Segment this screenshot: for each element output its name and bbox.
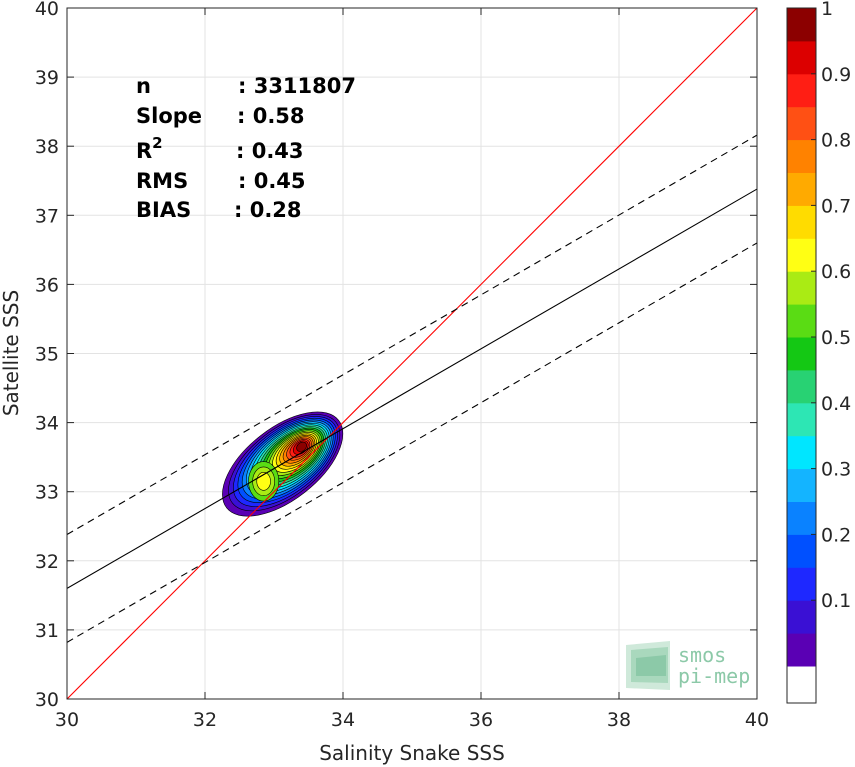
colorbar-band xyxy=(787,337,816,371)
x-tick-label: 40 xyxy=(745,709,769,731)
colorbar: 0.1 0.2 0.3 0.4 0.5 0.6 0.7 0.8 0.9 1 xyxy=(786,0,851,704)
y-axis-label: Satellite SSS xyxy=(0,290,23,416)
colorbar-band xyxy=(787,205,816,239)
regression-lines xyxy=(67,8,757,699)
x-tick-label: 38 xyxy=(607,709,631,731)
y-tick-label: 31 xyxy=(35,620,59,642)
y-tick-label: 37 xyxy=(35,205,59,227)
y-tick-label: 40 xyxy=(35,0,59,20)
y-tick-label: 35 xyxy=(35,344,59,366)
stat-label: n xyxy=(136,74,151,98)
identity-line xyxy=(67,8,757,699)
logo-line-2: pi-mep xyxy=(678,664,750,688)
stat-label: Slope xyxy=(136,104,202,128)
colorbar-band xyxy=(787,73,816,108)
axis-ticks: 30 32 34 36 38 40 30 31 32 33 34 35 36 37 38 39 40 xyxy=(35,0,769,731)
logo-mark-icon xyxy=(626,641,670,690)
colorbar-tick-label: 0.4 xyxy=(821,393,851,415)
stat-value: : 0.58 xyxy=(237,104,305,128)
fit-upper-bound-line xyxy=(67,134,757,536)
colorbar-band xyxy=(787,106,816,141)
colorbar-band xyxy=(787,304,816,338)
colorbar-band xyxy=(787,435,816,470)
colorbar-band xyxy=(787,633,816,667)
y-tick-label: 32 xyxy=(35,551,59,573)
colorbar-frame xyxy=(786,7,817,704)
stat-label: RMS xyxy=(136,169,188,193)
colorbar-tick-label: 0.9 xyxy=(821,64,851,86)
colorbar-tick-label: 0.1 xyxy=(821,590,851,612)
colorbar-band xyxy=(787,40,816,75)
x-tick-label: 32 xyxy=(193,709,217,731)
colorbar-band xyxy=(787,501,816,535)
stat-value: : 3311807 xyxy=(238,74,356,98)
y-tick-label: 36 xyxy=(35,274,59,296)
stat-value: : 0.45 xyxy=(238,169,306,193)
colorbar-band xyxy=(787,369,816,404)
colorbar-tick-label: 0.3 xyxy=(821,459,851,481)
y-tick-label: 39 xyxy=(35,67,59,89)
x-axis-label: Salinity Snake SSS xyxy=(319,741,505,765)
colorbar-band xyxy=(787,534,816,568)
stat-value: : 0.28 xyxy=(234,198,302,222)
y-tick-label: 30 xyxy=(35,689,59,711)
colorbar-band xyxy=(787,600,816,634)
smos-pimep-logo: smos pi-mep xyxy=(626,641,750,690)
colorbar-band xyxy=(787,238,816,272)
x-tick-label: 34 xyxy=(331,709,355,731)
colorbar-band xyxy=(787,271,816,305)
stat-superscript: 2 xyxy=(152,134,162,152)
colorbar-band xyxy=(787,666,816,703)
colorbar-band xyxy=(787,402,816,437)
stat-label: BIAS xyxy=(136,198,191,222)
grid xyxy=(67,8,757,699)
colorbar-tick-label: 1 xyxy=(821,0,833,20)
y-tick-label: 38 xyxy=(35,136,59,158)
colorbar-tick-label: 0.7 xyxy=(821,195,851,217)
stat-value: : 0.43 xyxy=(236,139,304,163)
y-tick-label: 34 xyxy=(35,413,59,435)
colorbar-tick-label: 0.2 xyxy=(821,524,851,546)
colorbar-band xyxy=(787,468,816,502)
colorbar-tick-label: 0.8 xyxy=(821,130,851,152)
colorbar-tick-label: 0.5 xyxy=(821,327,851,349)
x-tick-label: 30 xyxy=(55,709,79,731)
colorbar-band xyxy=(787,139,816,173)
x-tick-label: 36 xyxy=(469,709,493,731)
fit-line xyxy=(67,188,757,589)
colorbar-band xyxy=(787,172,816,206)
density-contour xyxy=(296,441,307,452)
colorbar-band xyxy=(787,567,816,601)
colorbar-tick-label: 0.6 xyxy=(821,261,851,283)
colorbar-band xyxy=(787,8,816,42)
fit-lower-bound-line xyxy=(67,242,757,643)
logo-line-1: smos xyxy=(678,643,726,667)
y-tick-label: 33 xyxy=(35,482,59,504)
